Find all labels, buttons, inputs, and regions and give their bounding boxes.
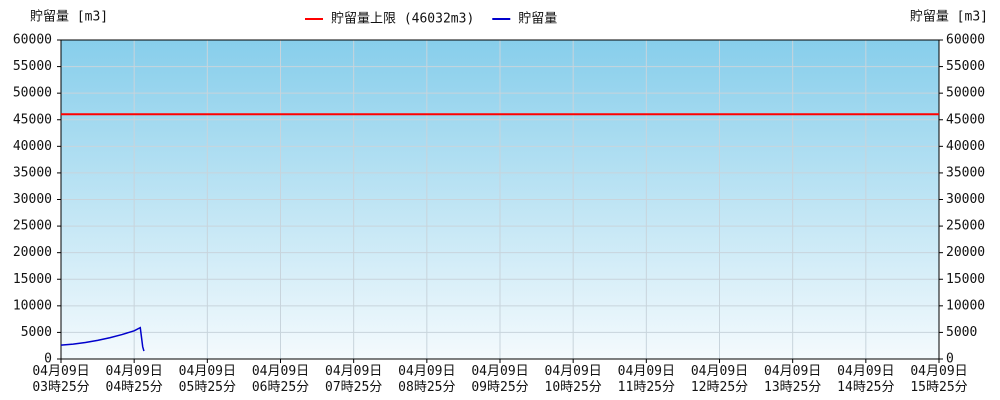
y2-tick-label: 25000 (946, 219, 985, 234)
x-tick-label: 04月09日 03時25分 (32, 364, 89, 395)
y-tick-label: 20000 (13, 245, 52, 260)
y-tick-label: 0 (44, 352, 52, 367)
data-line (60, 326, 145, 352)
y2-tick-label: 50000 (946, 86, 985, 101)
y-tick-label: 25000 (13, 219, 52, 234)
y2-tick-label: 55000 (946, 59, 985, 74)
y2-tick-label: 40000 (946, 139, 985, 154)
y2-tick-label: 10000 (946, 298, 985, 313)
y2-tick-label: 30000 (946, 192, 985, 207)
y-axis-label: 貯留量 [m3] (30, 10, 108, 25)
y2-tick-label: 5000 (946, 325, 977, 340)
y-tick-label: 40000 (13, 139, 52, 154)
y2-tick-label: 60000 (946, 33, 985, 48)
y2-tick-label: 15000 (946, 272, 985, 287)
x-tick-label: 04月09日 07時25分 (325, 364, 382, 395)
y-tick-label: 50000 (13, 86, 52, 101)
y2-tick-label: 20000 (946, 245, 985, 260)
y2-axis-label: 貯留量 [m3] (910, 10, 988, 25)
y-tick-label: 60000 (13, 33, 52, 48)
x-tick-label: 04月09日 15時25分 (910, 364, 967, 395)
x-tick-label: 04月09日 05時25分 (179, 364, 236, 395)
y-tick-label: 15000 (13, 272, 52, 287)
y-tick-label: 5000 (21, 325, 52, 340)
y-tick-label: 55000 (13, 59, 52, 74)
x-tick-label: 04月09日 10時25分 (545, 364, 602, 395)
y-tick-label: 45000 (13, 112, 52, 127)
y-tick-label: 35000 (13, 165, 52, 180)
x-tick-label: 04月09日 04時25分 (106, 364, 163, 395)
legend-label: 貯留量 (518, 12, 557, 27)
y2-tick-label: 0 (946, 352, 954, 367)
plot-border (60, 39, 940, 360)
y-tick-label: 30000 (13, 192, 52, 207)
x-tick-label: 04月09日 09時25分 (471, 364, 528, 395)
x-tick-label: 04月09日 06時25分 (252, 364, 309, 395)
x-tick-label: 04月09日 14時25分 (837, 364, 894, 395)
legend-label: 貯留量上限 (46032m3) (331, 12, 474, 27)
x-tick-label: 04月09日 12時25分 (691, 364, 748, 395)
x-tick-label: 04月09日 08時25分 (398, 364, 455, 395)
x-tick-label: 04月09日 13時25分 (764, 364, 821, 395)
y2-tick-label: 45000 (946, 112, 985, 127)
y2-tick-label: 35000 (946, 165, 985, 180)
y-tick-label: 10000 (13, 298, 52, 313)
x-tick-label: 04月09日 11時25分 (618, 364, 675, 395)
